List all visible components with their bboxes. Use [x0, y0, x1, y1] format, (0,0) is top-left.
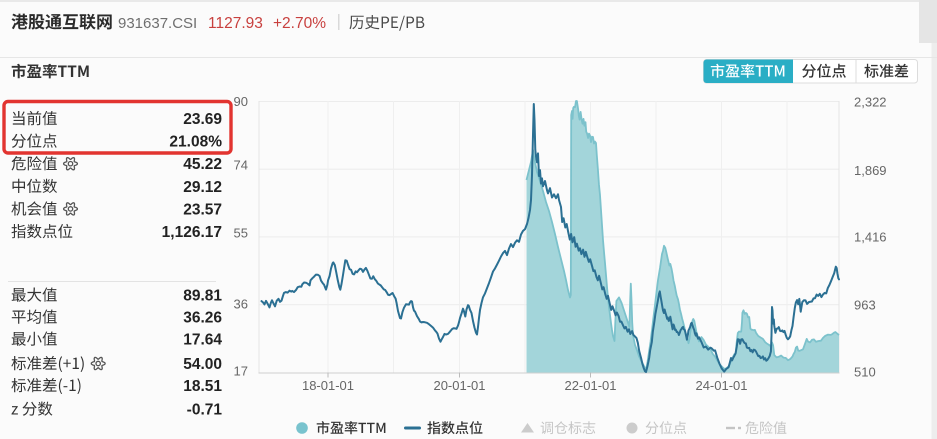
- svg-text:2,322: 2,322: [854, 95, 887, 110]
- svg-text:90: 90: [234, 94, 248, 109]
- svg-text:55: 55: [234, 226, 248, 241]
- svg-text:54.00: 54.00: [183, 356, 222, 373]
- svg-text:-0.71: -0.71: [187, 402, 223, 419]
- svg-text:18-01-01: 18-01-01: [302, 378, 354, 393]
- svg-text:510: 510: [854, 365, 876, 380]
- svg-text:17: 17: [234, 364, 248, 379]
- svg-text:24-01-01: 24-01-01: [695, 378, 747, 393]
- svg-text:1,869: 1,869: [854, 163, 887, 178]
- svg-text:22-01-01: 22-01-01: [564, 378, 616, 393]
- svg-text:23.69: 23.69: [183, 111, 222, 128]
- svg-text:1,126.17: 1,126.17: [162, 224, 222, 241]
- svg-text:1127.93: 1127.93: [208, 15, 263, 32]
- svg-text:931637.CSI: 931637.CSI: [118, 15, 197, 32]
- svg-text:29.12: 29.12: [183, 179, 222, 196]
- svg-text:36: 36: [234, 297, 248, 312]
- svg-text:23.57: 23.57: [183, 201, 222, 218]
- svg-text:963: 963: [854, 298, 876, 313]
- svg-text:20-01-01: 20-01-01: [433, 378, 485, 393]
- svg-text:74: 74: [234, 158, 248, 173]
- svg-text:18.51: 18.51: [183, 378, 222, 395]
- svg-text:+2.70%: +2.70%: [273, 15, 326, 32]
- svg-text:36.26: 36.26: [183, 310, 222, 327]
- svg-text:17.64: 17.64: [183, 332, 222, 349]
- svg-text:45.22: 45.22: [183, 156, 222, 173]
- svg-text:1,416: 1,416: [854, 230, 887, 245]
- svg-text:21.08%: 21.08%: [169, 134, 222, 151]
- svg-text:89.81: 89.81: [183, 288, 222, 305]
